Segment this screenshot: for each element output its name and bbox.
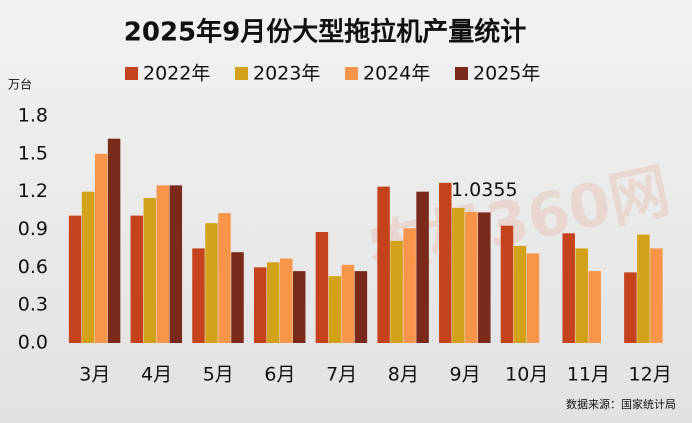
bar xyxy=(513,245,527,343)
source: 数据来源：国家统计局 xyxy=(566,397,676,411)
data-label: 1.0355 xyxy=(451,179,517,201)
bar xyxy=(637,234,650,343)
bar xyxy=(465,211,478,343)
bar xyxy=(143,197,157,343)
y-tick-label: 0.9 xyxy=(18,218,48,240)
bar xyxy=(315,232,329,343)
bar xyxy=(588,271,601,343)
bar xyxy=(650,248,663,343)
x-tick-label: 9月 xyxy=(450,364,481,386)
bar xyxy=(328,276,342,343)
bar xyxy=(156,185,170,343)
bar xyxy=(562,233,575,343)
y-tick-label: 1.8 xyxy=(18,105,48,127)
chart-title: 2025年9月份大型拖拉机产量统计 xyxy=(124,17,526,48)
x-tick-label: 11月 xyxy=(567,364,610,386)
x-tick-label: 7月 xyxy=(326,364,357,386)
x-tick-label: 3月 xyxy=(79,364,110,386)
x-tick-label: 8月 xyxy=(388,364,419,386)
bar xyxy=(439,182,452,343)
bar xyxy=(253,267,267,343)
bar xyxy=(624,272,637,343)
bar xyxy=(279,258,293,343)
bar xyxy=(377,186,390,343)
legend-label: 2025年 xyxy=(473,63,540,85)
legend-swatch xyxy=(235,67,248,80)
bar xyxy=(500,225,514,343)
bar xyxy=(292,271,306,343)
x-tick-label: 5月 xyxy=(203,364,234,386)
y-tick-label: 0.3 xyxy=(18,294,48,316)
x-tick-label: 6月 xyxy=(264,364,295,386)
bar xyxy=(130,215,144,343)
bar xyxy=(205,223,218,343)
bar xyxy=(68,215,82,343)
bar xyxy=(231,252,244,343)
y-tick-label: 0.0 xyxy=(18,332,48,354)
bar xyxy=(341,264,355,343)
bar xyxy=(403,228,416,343)
bar xyxy=(390,240,403,343)
bar xyxy=(218,213,231,343)
legend-label: 2022年 xyxy=(143,63,210,85)
x-tick-label: 10月 xyxy=(505,364,548,386)
bar xyxy=(81,191,95,343)
legend-label: 2023年 xyxy=(253,63,320,85)
bar xyxy=(452,208,465,343)
bar xyxy=(107,138,121,343)
bar xyxy=(169,185,183,343)
legend-label: 2024年 xyxy=(363,63,430,85)
legend-swatch xyxy=(125,67,138,80)
bar xyxy=(192,248,205,343)
legend-swatch xyxy=(455,67,468,80)
bar xyxy=(526,253,540,343)
y-tick-label: 0.6 xyxy=(18,256,48,278)
x-tick-label: 4月 xyxy=(141,364,172,386)
bar xyxy=(354,271,368,343)
x-tick-label: 12月 xyxy=(629,364,672,386)
bar xyxy=(416,191,429,343)
y-tick-label: 1.2 xyxy=(18,180,48,202)
legend-swatch xyxy=(345,67,358,80)
bar xyxy=(478,212,491,343)
y-tick-label: 1.5 xyxy=(18,142,48,164)
bar xyxy=(266,262,280,343)
bar xyxy=(94,153,108,343)
y-unit: 万台 xyxy=(8,77,32,92)
bar xyxy=(575,248,588,343)
